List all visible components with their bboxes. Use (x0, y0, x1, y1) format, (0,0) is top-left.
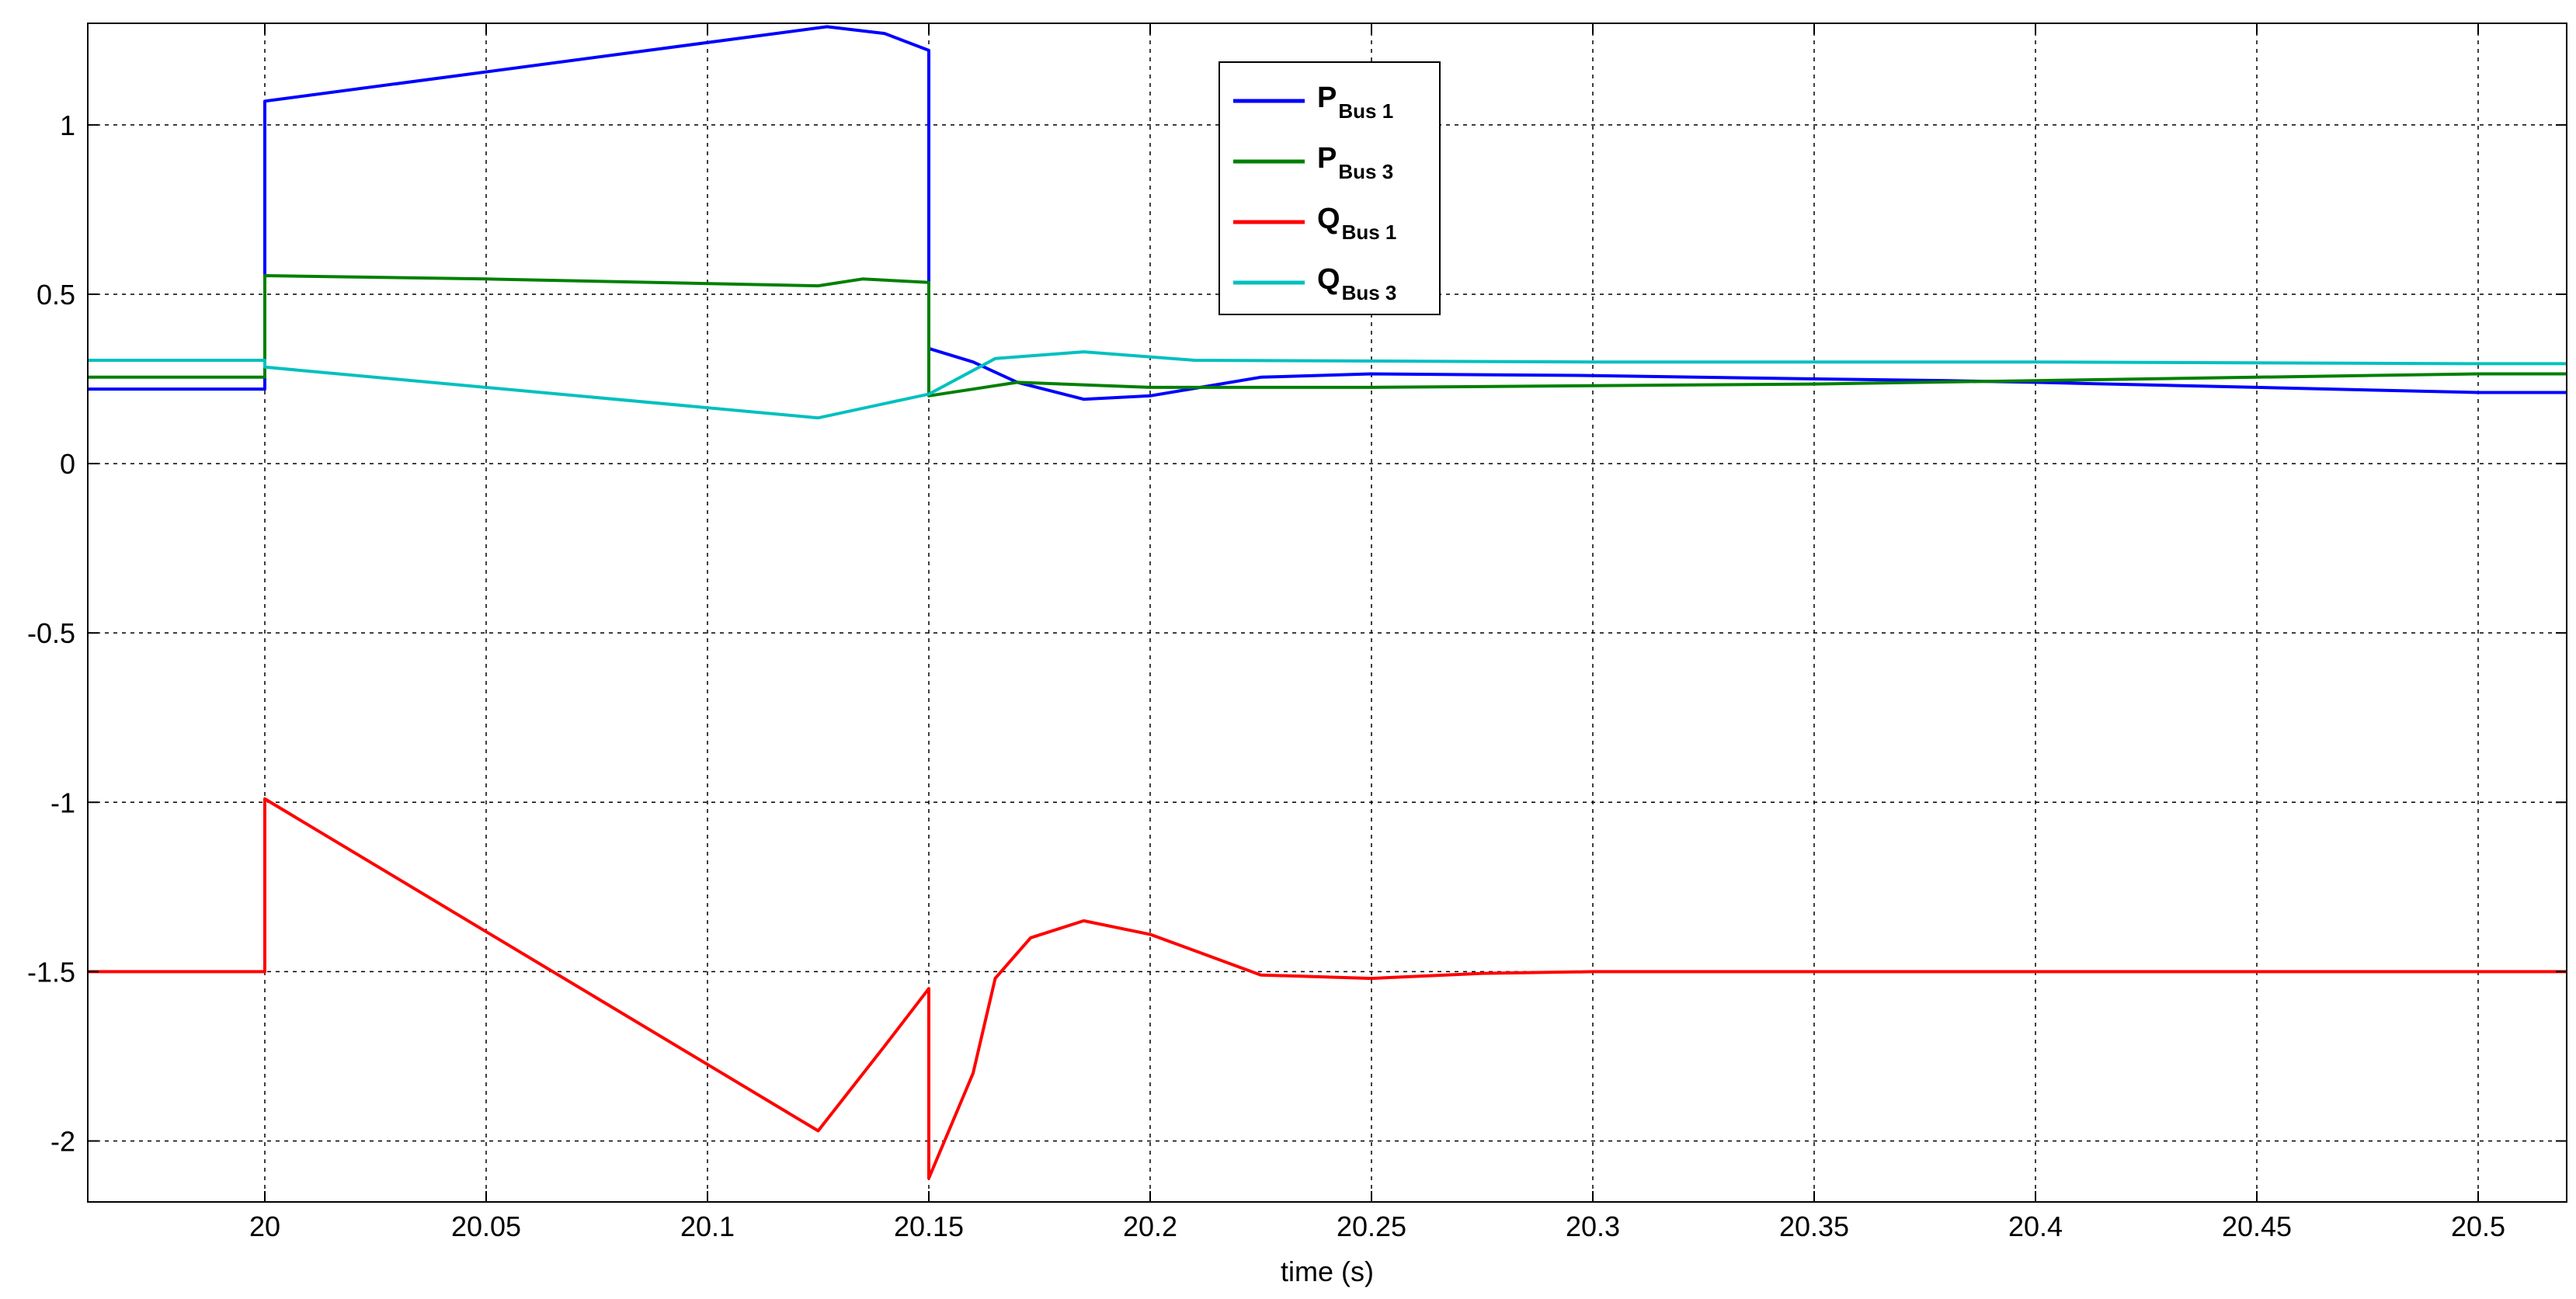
data-series (88, 25, 2567, 1180)
x-tick-label: 20.1 (680, 1210, 735, 1242)
series-line-3 (88, 797, 2567, 1180)
x-tick-label: 20 (249, 1210, 280, 1242)
plot-frame (87, 23, 2567, 1203)
x-tick-label: 20.35 (1779, 1210, 1849, 1242)
x-tick-label: 20.25 (1337, 1210, 1406, 1242)
legend-entry-label: PBus 1 (1317, 82, 1393, 123)
series-line-4 (88, 350, 2567, 420)
legend-box (1218, 61, 1441, 315)
y-tick-label: -0.5 (27, 617, 75, 649)
x-tick-label: 20.05 (451, 1210, 521, 1242)
x-tick-label: 20.45 (2222, 1210, 2292, 1242)
series-line-2 (88, 274, 2567, 398)
y-tick-label: -2 (50, 1125, 75, 1157)
y-tick-label: -1 (50, 787, 75, 818)
legend-entry-label: PBus 3 (1317, 142, 1393, 183)
x-tick-label: 20.15 (894, 1210, 964, 1242)
x-axis-label: time (s) (1281, 1256, 1374, 1287)
x-tick-label: 20.3 (1566, 1210, 1620, 1242)
legend-entry-label: QBus 1 (1317, 203, 1396, 244)
x-tick-label: 20.2 (1123, 1210, 1177, 1242)
y-tick-label: -1.5 (27, 956, 75, 988)
x-tick-label: 20.4 (2008, 1210, 2063, 1242)
x-tick-label: 20.5 (2451, 1210, 2505, 1242)
y-tick-label: 1 (60, 109, 75, 141)
legend-entry-label: QBus 3 (1317, 263, 1396, 304)
y-tick-label: 0 (60, 448, 75, 480)
legend: PBus 1 PBus 3 QBus 1 QBus 3 (1218, 61, 1441, 315)
y-tick-label: 0.5 (37, 279, 75, 311)
axis-ticks: 20 20.05 20.1 20.15 20.2 20.25 20.3 20.35 20.4 20… (27, 23, 2567, 1242)
